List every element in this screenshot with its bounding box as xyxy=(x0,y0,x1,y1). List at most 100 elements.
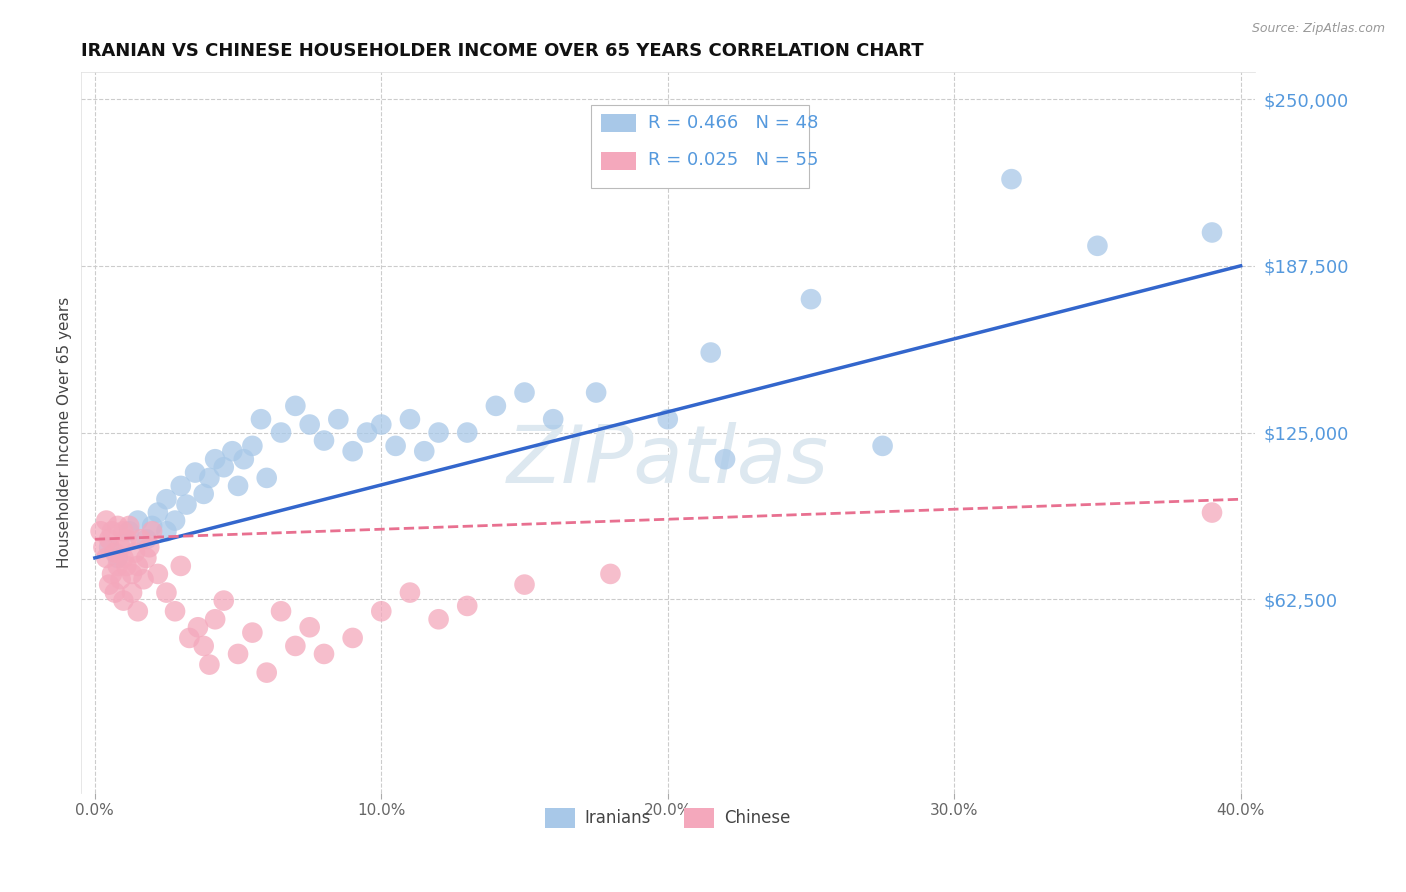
Point xyxy=(141,524,163,539)
Point xyxy=(146,566,169,581)
Point xyxy=(132,572,155,586)
Point xyxy=(118,524,141,539)
Point xyxy=(221,444,243,458)
Point xyxy=(342,631,364,645)
Point xyxy=(121,566,143,581)
Point xyxy=(135,550,157,565)
Point xyxy=(98,541,121,555)
Point xyxy=(1000,172,1022,186)
Point xyxy=(456,599,478,613)
Point xyxy=(155,524,177,539)
Point xyxy=(155,585,177,599)
Text: IRANIAN VS CHINESE HOUSEHOLDER INCOME OVER 65 YEARS CORRELATION CHART: IRANIAN VS CHINESE HOUSEHOLDER INCOME OV… xyxy=(80,42,924,60)
Point xyxy=(107,519,129,533)
Point xyxy=(90,524,112,539)
Point xyxy=(98,577,121,591)
Point xyxy=(370,604,392,618)
Point xyxy=(399,412,422,426)
Point xyxy=(184,466,207,480)
Point xyxy=(179,631,201,645)
Point xyxy=(163,514,186,528)
Point xyxy=(138,541,160,555)
Point xyxy=(127,604,149,618)
Point xyxy=(427,612,450,626)
Text: Source: ZipAtlas.com: Source: ZipAtlas.com xyxy=(1251,22,1385,36)
Point xyxy=(187,620,209,634)
Point xyxy=(513,385,536,400)
Point xyxy=(699,345,721,359)
FancyBboxPatch shape xyxy=(600,114,636,132)
Point xyxy=(110,541,132,555)
Point xyxy=(413,444,436,458)
Text: ZIPatlas: ZIPatlas xyxy=(506,422,828,500)
Point xyxy=(585,385,607,400)
Point xyxy=(124,545,146,559)
Point xyxy=(356,425,378,440)
Point xyxy=(284,399,307,413)
Point xyxy=(298,417,321,432)
Y-axis label: Householder Income Over 65 years: Householder Income Over 65 years xyxy=(58,297,72,568)
Point xyxy=(541,412,564,426)
Point xyxy=(250,412,273,426)
Point xyxy=(96,550,118,565)
Point xyxy=(328,412,350,426)
Point xyxy=(118,519,141,533)
Point xyxy=(112,593,135,607)
Point xyxy=(204,452,226,467)
Point xyxy=(800,292,823,306)
FancyBboxPatch shape xyxy=(592,105,808,187)
Point xyxy=(204,612,226,626)
Point xyxy=(270,604,292,618)
Point xyxy=(115,558,138,573)
Point xyxy=(456,425,478,440)
Point xyxy=(146,506,169,520)
FancyBboxPatch shape xyxy=(600,152,636,169)
Point xyxy=(110,572,132,586)
Point xyxy=(312,647,335,661)
Point xyxy=(399,585,422,599)
Text: R = 0.466   N = 48: R = 0.466 N = 48 xyxy=(648,114,818,132)
Point xyxy=(342,444,364,458)
Point xyxy=(513,577,536,591)
Point xyxy=(198,657,221,672)
Point xyxy=(384,439,406,453)
Point xyxy=(93,541,115,555)
Point xyxy=(226,647,249,661)
Point xyxy=(101,524,124,539)
Point xyxy=(155,492,177,507)
Point xyxy=(212,593,235,607)
Point xyxy=(98,533,121,547)
Point xyxy=(193,639,215,653)
Point xyxy=(485,399,508,413)
Point xyxy=(112,524,135,539)
Point xyxy=(193,487,215,501)
Point xyxy=(284,639,307,653)
Point xyxy=(242,625,264,640)
Point xyxy=(1201,506,1223,520)
Point xyxy=(312,434,335,448)
Point xyxy=(170,479,193,493)
Point xyxy=(872,439,894,453)
Legend: Iranians, Chinese: Iranians, Chinese xyxy=(538,801,797,835)
Point xyxy=(104,545,127,559)
Point xyxy=(212,460,235,475)
Point xyxy=(96,514,118,528)
Point xyxy=(1087,239,1109,253)
Point xyxy=(599,566,621,581)
Point xyxy=(176,498,198,512)
Point xyxy=(127,514,149,528)
Point xyxy=(107,550,129,565)
Point xyxy=(170,558,193,573)
Point xyxy=(242,439,264,453)
Point xyxy=(127,558,149,573)
Point xyxy=(135,533,157,547)
Point xyxy=(141,519,163,533)
Point xyxy=(256,471,278,485)
Point xyxy=(226,479,249,493)
Text: R = 0.025   N = 55: R = 0.025 N = 55 xyxy=(648,152,818,169)
Point xyxy=(256,665,278,680)
Point xyxy=(129,533,152,547)
Point xyxy=(163,604,186,618)
Point xyxy=(370,417,392,432)
Point xyxy=(198,471,221,485)
